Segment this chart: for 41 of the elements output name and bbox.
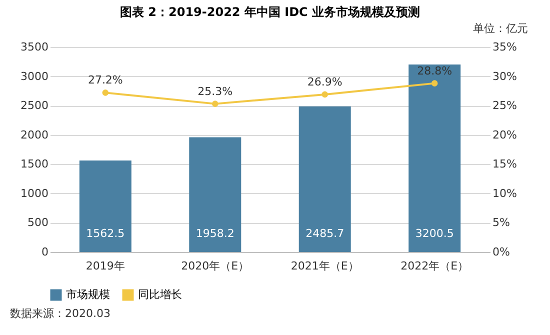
text: 单位：亿元 — [473, 22, 528, 35]
x-tick-label: 2020年（E） — [181, 260, 250, 272]
bar — [189, 137, 242, 252]
x-tick-label: 2019年 — [86, 260, 125, 272]
y-tick-label: 500 — [28, 216, 48, 230]
y-tick-label: 2500 — [20, 99, 48, 112]
y-tick-label: 1500 — [20, 158, 48, 171]
data-label: 1562.5 — [86, 226, 125, 240]
data-label: 26.9% — [307, 75, 342, 88]
point — [322, 91, 328, 98]
y2-tick-label: 30% — [492, 70, 517, 83]
data-label: 27.2% — [88, 74, 123, 87]
point — [431, 80, 438, 86]
bar — [79, 160, 132, 252]
y-tick-label: 1000 — [20, 186, 48, 200]
y2-tick-label: 15% — [492, 158, 517, 171]
bar — [408, 64, 461, 252]
data-label: 3200.5 — [415, 226, 454, 240]
point — [212, 100, 218, 107]
data-label: 2485.7 — [306, 226, 344, 240]
legend-label: 同比增长 — [138, 288, 182, 301]
y-tick-label: 3500 — [20, 40, 48, 54]
y2-tick-label: 10% — [492, 186, 517, 200]
y2-tick-label: 5% — [492, 216, 510, 230]
data-label: 28.8% — [417, 64, 452, 78]
legend-label: 市场规模 — [66, 288, 110, 301]
data-label: 1958.2 — [196, 226, 234, 240]
y-tick-label: 0 — [42, 246, 48, 258]
data-label: 25.3% — [198, 84, 233, 98]
bar — [298, 106, 351, 252]
y2-tick-label: 0% — [492, 246, 510, 258]
y-tick-label: 2000 — [20, 128, 48, 142]
y2-tick-label: 25% — [492, 99, 517, 112]
chart-title: 图表 2：2019-2022 年中国 IDC 业务市场规模及预测 — [120, 5, 420, 19]
y-tick-label: 3000 — [20, 70, 48, 83]
x-tick-label: 2022年（E） — [400, 260, 469, 272]
y2-tick-label: 20% — [492, 128, 517, 142]
y2-tick-label: 35% — [492, 40, 517, 54]
point — [102, 90, 109, 96]
source-note: 数据来源：2020.03 — [10, 307, 110, 320]
x-tick-label: 2021年（E） — [290, 260, 359, 272]
